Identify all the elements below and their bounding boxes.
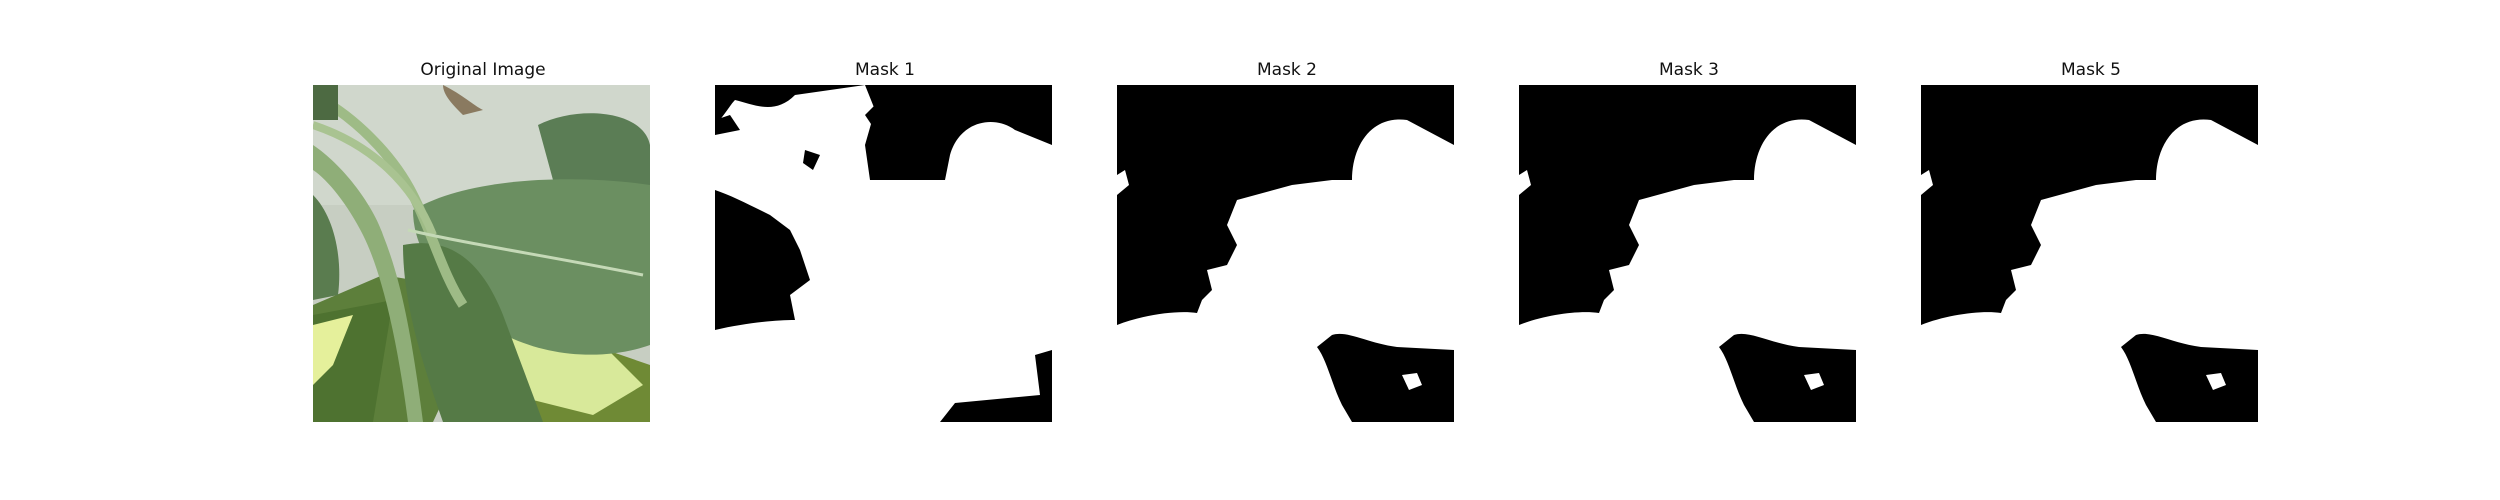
panel-mask-5: Mask 5 — [1921, 55, 2261, 422]
mask-3-image — [1519, 85, 1856, 422]
panel-title: Mask 3 — [1658, 60, 1719, 80]
panel-original-image: Original Image — [313, 55, 653, 422]
panel-title: Original Image — [420, 60, 546, 80]
mask-5-image — [1921, 85, 2258, 422]
panel-title: Mask 2 — [1256, 60, 1317, 80]
panel-mask-1: Mask 1 — [715, 55, 1055, 422]
mask-1-image — [715, 85, 1052, 422]
original-image — [313, 85, 650, 422]
panel-title: Mask 5 — [2060, 60, 2121, 80]
mask-2-image — [1117, 85, 1454, 422]
panel-mask-2: Mask 2 — [1117, 55, 1457, 422]
panel-mask-3: Mask 3 — [1519, 55, 1859, 422]
panel-title: Mask 1 — [854, 60, 915, 80]
